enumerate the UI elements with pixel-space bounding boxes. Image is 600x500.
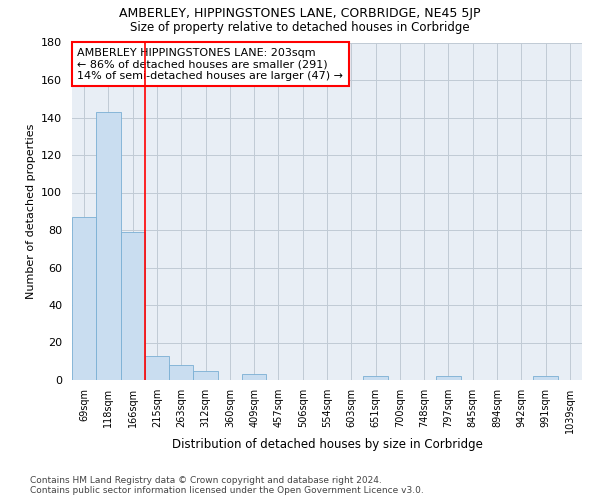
Text: Contains HM Land Registry data © Crown copyright and database right 2024.
Contai: Contains HM Land Registry data © Crown c… xyxy=(30,476,424,495)
Bar xyxy=(121,232,145,380)
Bar xyxy=(436,376,461,380)
Bar xyxy=(72,217,96,380)
Text: AMBERLEY HIPPINGSTONES LANE: 203sqm
← 86% of detached houses are smaller (291)
1: AMBERLEY HIPPINGSTONES LANE: 203sqm ← 86… xyxy=(77,48,343,81)
Bar xyxy=(193,370,218,380)
Text: AMBERLEY, HIPPINGSTONES LANE, CORBRIDGE, NE45 5JP: AMBERLEY, HIPPINGSTONES LANE, CORBRIDGE,… xyxy=(119,8,481,20)
Bar xyxy=(169,365,193,380)
Bar xyxy=(96,112,121,380)
X-axis label: Distribution of detached houses by size in Corbridge: Distribution of detached houses by size … xyxy=(172,438,482,452)
Bar xyxy=(145,356,169,380)
Bar xyxy=(364,376,388,380)
Bar xyxy=(242,374,266,380)
Bar xyxy=(533,376,558,380)
Text: Size of property relative to detached houses in Corbridge: Size of property relative to detached ho… xyxy=(130,21,470,34)
Y-axis label: Number of detached properties: Number of detached properties xyxy=(26,124,35,299)
